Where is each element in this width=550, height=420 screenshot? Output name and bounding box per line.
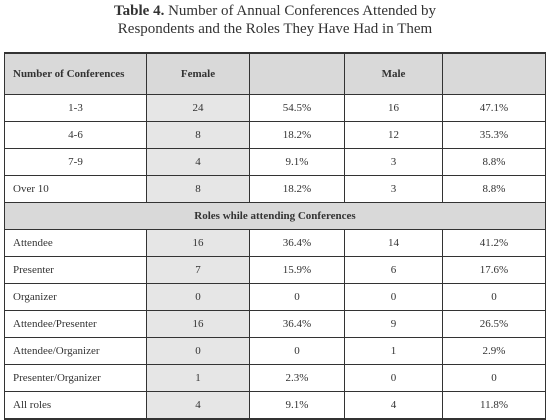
- table-row: Attendee/Presenter 16 36.4% 9 26.5%: [4, 310, 546, 338]
- table-row: 1-3 24 54.5% 16 47.1%: [4, 94, 546, 122]
- female-percent-cell: 15.9%: [249, 256, 345, 284]
- row-label: Attendee/Organizer: [4, 337, 147, 365]
- caption-label: Table 4.: [114, 3, 165, 19]
- table-row: 7-9 4 9.1% 3 8.8%: [4, 148, 546, 176]
- table-row: Presenter/Organizer 1 2.3% 0 0: [4, 364, 546, 392]
- female-percent-cell: 54.5%: [249, 94, 345, 122]
- male-count-cell: 1: [344, 337, 443, 365]
- male-count-cell: 0: [344, 364, 443, 392]
- section-title: Roles while attending Conferences: [4, 202, 546, 230]
- header-female: Female: [146, 52, 250, 95]
- header-male-pct: [442, 52, 546, 95]
- male-percent-cell: 11.8%: [442, 391, 546, 420]
- female-percent-cell: 36.4%: [249, 229, 345, 257]
- female-percent-cell: 9.1%: [249, 391, 345, 420]
- caption-title-2: Respondents and the Roles They Have Had …: [117, 21, 433, 37]
- row-label: Presenter/Organizer: [4, 364, 147, 392]
- male-count-cell: 4: [344, 391, 443, 420]
- header-female-pct: [249, 52, 345, 95]
- female-count-cell: 7: [146, 256, 250, 284]
- male-percent-cell: 41.2%: [442, 229, 546, 257]
- male-percent-cell: 17.6%: [442, 256, 546, 284]
- caption-line-1: Table 4. Number of Annual Conferences At…: [0, 2, 550, 20]
- male-count-cell: 0: [344, 283, 443, 311]
- male-percent-cell: 8.8%: [442, 148, 546, 176]
- section-header-row: Roles while attending Conferences: [4, 202, 546, 230]
- table-row: All roles 4 9.1% 4 11.8%: [4, 391, 546, 420]
- table-row: Attendee/Organizer 0 0 1 2.9%: [4, 337, 546, 365]
- header-number-of-conferences: Number of Conferences: [4, 52, 147, 95]
- row-label: Presenter: [4, 256, 147, 284]
- female-percent-cell: 0: [249, 283, 345, 311]
- conferences-table: Number of Conferences Female Male 1-3 24 5…: [4, 52, 546, 420]
- table-row: Attendee 16 36.4% 14 41.2%: [4, 229, 546, 257]
- female-count-cell: 16: [146, 310, 250, 338]
- male-percent-cell: 35.3%: [442, 121, 546, 149]
- female-count-cell: 0: [146, 283, 250, 311]
- male-count-cell: 9: [344, 310, 443, 338]
- table-row: Presenter 7 15.9% 6 17.6%: [4, 256, 546, 284]
- male-percent-cell: 2.9%: [442, 337, 546, 365]
- female-count-cell: 16: [146, 229, 250, 257]
- male-count-cell: 14: [344, 229, 443, 257]
- female-count-cell: 4: [146, 148, 250, 176]
- male-count-cell: 6: [344, 256, 443, 284]
- row-label: All roles: [4, 391, 147, 420]
- header-row: Number of Conferences Female Male: [4, 52, 546, 95]
- row-label: Organizer: [4, 283, 147, 311]
- row-label: Attendee: [4, 229, 147, 257]
- male-count-cell: 16: [344, 94, 443, 122]
- row-label: 7-9: [4, 148, 147, 176]
- female-percent-cell: 9.1%: [249, 148, 345, 176]
- female-count-cell: 0: [146, 337, 250, 365]
- female-count-cell: 24: [146, 94, 250, 122]
- table-row: 4-6 8 18.2% 12 35.3%: [4, 121, 546, 149]
- female-count-cell: 8: [146, 175, 250, 203]
- male-percent-cell: 8.8%: [442, 175, 546, 203]
- male-count-cell: 3: [344, 175, 443, 203]
- female-count-cell: 4: [146, 391, 250, 420]
- female-count-cell: 8: [146, 121, 250, 149]
- male-percent-cell: 0: [442, 283, 546, 311]
- row-label: Attendee/Presenter: [4, 310, 147, 338]
- female-percent-cell: 36.4%: [249, 310, 345, 338]
- caption-title-1: Number of Annual Conferences Attended by: [168, 3, 436, 19]
- female-percent-cell: 0: [249, 337, 345, 365]
- female-percent-cell: 18.2%: [249, 175, 345, 203]
- female-percent-cell: 18.2%: [249, 121, 345, 149]
- row-label: 1-3: [4, 94, 147, 122]
- male-percent-cell: 0: [442, 364, 546, 392]
- male-count-cell: 12: [344, 121, 443, 149]
- header-male: Male: [344, 52, 443, 95]
- female-percent-cell: 2.3%: [249, 364, 345, 392]
- table-caption: Table 4. Number of Annual Conferences At…: [0, 2, 550, 38]
- male-count-cell: 3: [344, 148, 443, 176]
- male-percent-cell: 26.5%: [442, 310, 546, 338]
- row-label: Over 10: [4, 175, 147, 203]
- table-row: Over 10 8 18.2% 3 8.8%: [4, 175, 546, 203]
- table-row: Organizer 0 0 0 0: [4, 283, 546, 311]
- row-label: 4-6: [4, 121, 147, 149]
- male-percent-cell: 47.1%: [442, 94, 546, 122]
- female-count-cell: 1: [146, 364, 250, 392]
